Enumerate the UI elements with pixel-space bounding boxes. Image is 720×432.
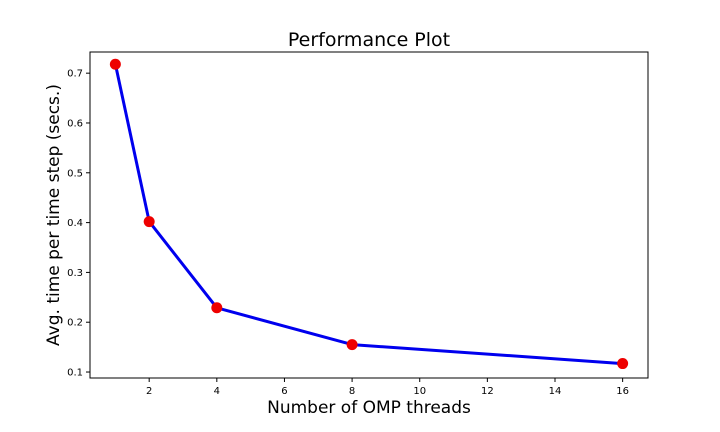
y-tick-label: 0.6 <box>67 118 83 129</box>
y-tick-label: 0.1 <box>67 368 83 379</box>
data-point <box>109 58 121 70</box>
x-tick-label: 16 <box>616 386 629 397</box>
x-axis-label: Number of OMP threads <box>267 398 471 418</box>
chart-title: Performance Plot <box>288 29 450 51</box>
y-tick-label: 0.3 <box>67 268 83 279</box>
x-tick-label: 12 <box>481 386 494 397</box>
x-tick-label: 4 <box>214 386 220 397</box>
plot-area-frame <box>89 51 649 379</box>
x-tick-label: 2 <box>146 386 152 397</box>
series-line <box>113 63 623 366</box>
x-axis: 2 4 6 8 10 12 14 16 <box>146 378 629 397</box>
x-tick-label: 10 <box>413 386 426 397</box>
data-point <box>211 302 223 314</box>
data-point <box>617 358 629 370</box>
y-axis: 0.1 0.2 0.3 0.4 0.5 0.6 0.7 <box>67 69 90 379</box>
data-series <box>109 58 629 370</box>
data-point <box>346 339 358 351</box>
x-tick-label: 14 <box>549 386 562 397</box>
y-tick-label: 0.2 <box>67 318 83 329</box>
y-tick-label: 0.5 <box>67 168 83 179</box>
x-tick-label: 6 <box>281 386 287 397</box>
y-tick-label: 0.7 <box>67 69 83 80</box>
x-tick-label: 8 <box>349 386 355 397</box>
data-point <box>143 216 155 228</box>
y-axis-label: Avg. time per time step (secs.) <box>44 84 64 346</box>
y-tick-label: 0.4 <box>67 218 83 229</box>
